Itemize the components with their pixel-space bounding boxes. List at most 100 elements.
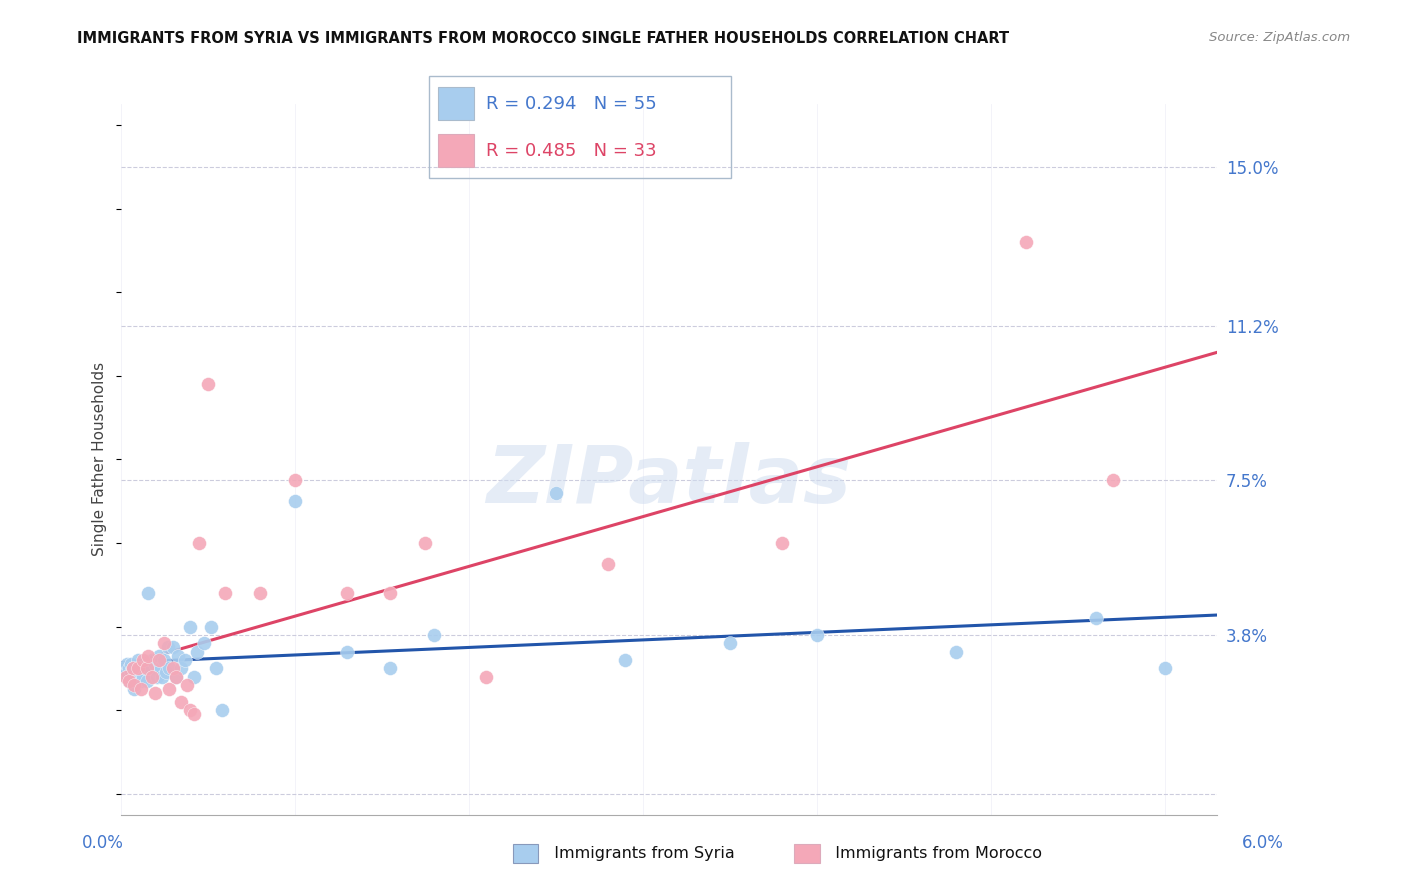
Point <box>380 586 402 600</box>
Point <box>214 586 236 600</box>
Point <box>150 670 173 684</box>
Text: R = 0.294   N = 55: R = 0.294 N = 55 <box>486 95 657 112</box>
Point <box>114 670 136 684</box>
Point <box>170 661 193 675</box>
Point <box>124 678 146 692</box>
Point <box>174 653 197 667</box>
Point <box>336 644 359 658</box>
Point <box>167 648 190 663</box>
Point <box>183 707 205 722</box>
Point <box>132 653 155 667</box>
Point <box>141 670 163 684</box>
Bar <box>437 87 474 120</box>
Text: ZIPatlas: ZIPatlas <box>486 442 852 520</box>
Point <box>806 628 828 642</box>
Text: R = 0.485   N = 33: R = 0.485 N = 33 <box>486 142 657 160</box>
Point <box>118 673 141 688</box>
Point <box>127 653 149 667</box>
Point <box>1084 611 1107 625</box>
Point <box>139 661 162 675</box>
Point <box>423 628 446 642</box>
Point <box>117 657 139 672</box>
Point <box>127 670 149 684</box>
Point <box>153 636 176 650</box>
Point <box>131 673 153 688</box>
Point <box>143 657 166 672</box>
Point <box>193 636 215 650</box>
Point <box>149 661 172 675</box>
Point <box>614 653 637 667</box>
Point <box>1154 661 1177 675</box>
Point <box>146 670 169 684</box>
Point <box>380 661 402 675</box>
Point <box>148 653 170 667</box>
Point <box>770 536 793 550</box>
Point <box>121 661 143 675</box>
Text: 6.0%: 6.0% <box>1241 834 1284 852</box>
Point <box>125 665 148 680</box>
Point <box>249 586 271 600</box>
Point <box>179 619 201 633</box>
Text: Source: ZipAtlas.com: Source: ZipAtlas.com <box>1209 31 1350 45</box>
Point <box>284 473 307 487</box>
Point <box>718 636 741 650</box>
Point <box>118 673 141 688</box>
Point <box>945 644 967 658</box>
Point <box>544 485 567 500</box>
Point <box>135 661 157 675</box>
Y-axis label: Single Father Households: Single Father Households <box>93 362 107 557</box>
Point <box>134 661 156 675</box>
Point <box>183 670 205 684</box>
Text: Immigrants from Morocco: Immigrants from Morocco <box>825 847 1042 861</box>
Point <box>128 661 150 675</box>
Point <box>114 670 136 684</box>
Point <box>157 661 180 675</box>
Point <box>121 661 143 675</box>
Point <box>284 494 307 508</box>
Point <box>153 653 176 667</box>
Point <box>155 665 177 680</box>
Point <box>157 682 180 697</box>
Point <box>138 586 160 600</box>
Point <box>187 536 209 550</box>
Point <box>475 670 498 684</box>
Point <box>120 657 142 672</box>
Point <box>131 682 153 697</box>
Point <box>165 670 187 684</box>
Point <box>135 673 157 688</box>
Point <box>179 703 201 717</box>
Point <box>170 695 193 709</box>
Point <box>176 678 198 692</box>
Point <box>596 557 619 571</box>
Point <box>127 661 149 675</box>
Point <box>162 640 184 655</box>
Point <box>197 377 219 392</box>
Point <box>118 661 141 675</box>
Point <box>143 686 166 700</box>
Point <box>117 665 139 680</box>
Point <box>156 640 179 655</box>
Point <box>120 665 142 680</box>
Point <box>413 536 436 550</box>
Point <box>121 670 143 684</box>
Point <box>205 661 228 675</box>
Point <box>165 670 187 684</box>
Text: Immigrants from Syria: Immigrants from Syria <box>544 847 735 861</box>
Point <box>200 619 222 633</box>
Point <box>112 661 135 675</box>
Point <box>148 648 170 663</box>
Point <box>138 648 160 663</box>
Point <box>211 703 233 717</box>
Text: IMMIGRANTS FROM SYRIA VS IMMIGRANTS FROM MOROCCO SINGLE FATHER HOUSEHOLDS CORREL: IMMIGRANTS FROM SYRIA VS IMMIGRANTS FROM… <box>77 31 1010 46</box>
Point <box>1102 473 1125 487</box>
Point <box>124 682 146 697</box>
Point <box>162 661 184 675</box>
Point <box>141 653 163 667</box>
Point <box>131 665 153 680</box>
Point <box>1015 235 1038 249</box>
Point <box>132 670 155 684</box>
Bar <box>437 135 474 167</box>
Text: 0.0%: 0.0% <box>82 834 124 852</box>
Point <box>336 586 359 600</box>
Point <box>186 644 208 658</box>
